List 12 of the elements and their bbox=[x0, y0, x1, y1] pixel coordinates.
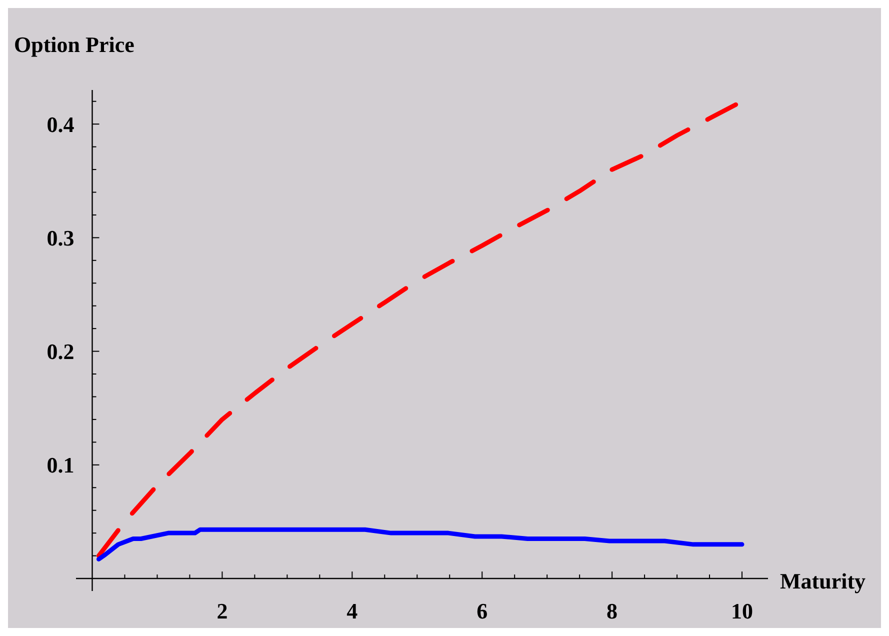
y-tick-label: 0.4 bbox=[46, 112, 74, 137]
y-tick-label: 0.1 bbox=[46, 452, 74, 478]
y-tick-label: 0.3 bbox=[46, 225, 74, 250]
x-axis-title: Maturity bbox=[780, 568, 866, 594]
x-tick-label: 6 bbox=[476, 598, 488, 624]
x-tick-label: 10 bbox=[731, 598, 754, 624]
x-tick-label: 4 bbox=[346, 598, 358, 624]
x-tick-label: 2 bbox=[216, 598, 228, 624]
line-series bbox=[96, 527, 744, 562]
x-tick-label: 8 bbox=[606, 598, 618, 624]
y-tick-label: 0.2 bbox=[46, 338, 74, 364]
y-axis-title: Option Price bbox=[14, 32, 135, 57]
